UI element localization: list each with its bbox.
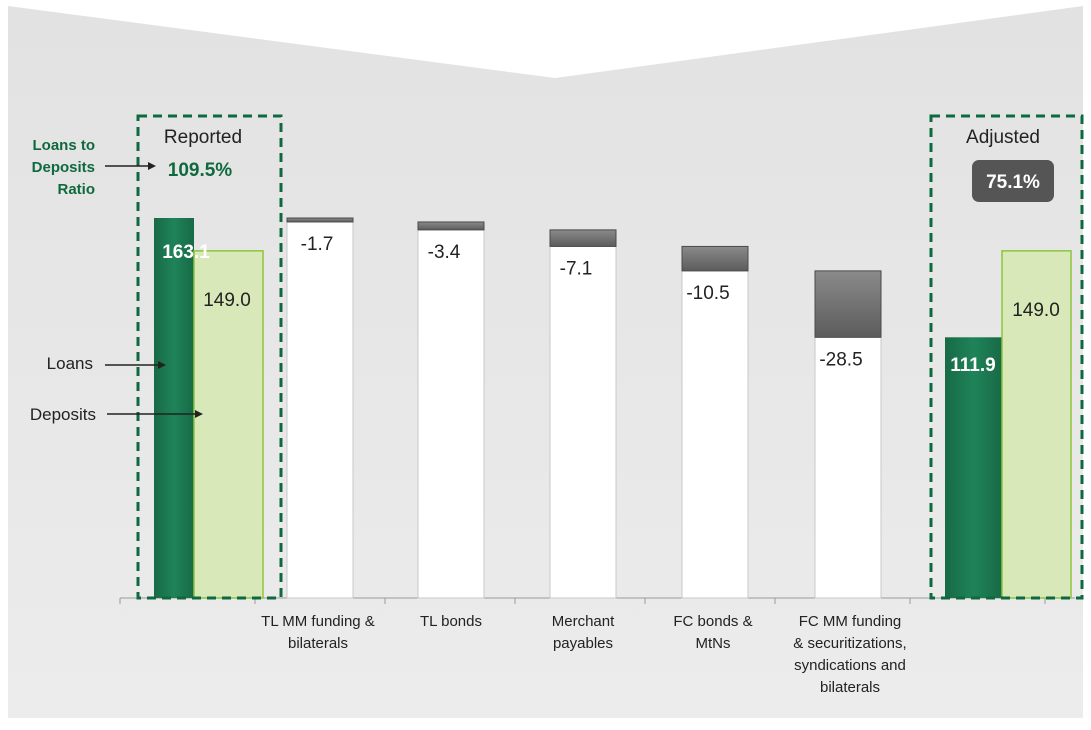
reported-loans-value: 163.1 [162, 242, 210, 263]
adjusted-ratio-badge [972, 160, 1054, 202]
reported-header: Reported [164, 127, 242, 148]
deposits-annotation: Deposits [30, 405, 96, 424]
reported-highlight-box [136, 114, 283, 600]
bar-adjustment-delta [549, 229, 617, 247]
ratio-arrow-head [148, 162, 156, 170]
bar-adjustment-delta [417, 221, 485, 231]
adjustment-value-label: -28.5 [819, 349, 862, 370]
adjustment-value-label: -7.1 [560, 258, 593, 279]
category-label: FC MM funding & securitizations, syndicati… [793, 613, 906, 696]
category-labels: TL MM funding & bilaterals TL bonds Merchan… [261, 613, 907, 696]
category-label: FC bonds & MtNs [673, 613, 752, 652]
adjusted-highlight-box [929, 114, 1084, 600]
category-label: Merchant payables [552, 613, 615, 652]
adjusted-ratio: 75.1% [986, 172, 1040, 193]
adjusted-header: Adjusted [966, 127, 1040, 148]
adjustment-value-label: -10.5 [686, 283, 729, 304]
adjusted-deposits-value: 149.0 [1012, 300, 1060, 321]
deposits-arrow-head [195, 410, 203, 418]
bar-adjustment-base [814, 336, 882, 599]
adjustment-value-label: -3.4 [428, 242, 461, 263]
ratio-annotation: Loans to Deposits Ratio [32, 137, 95, 198]
labels-layer: -1.7 -3.4 -7.1 -10.5 -28.5 Reported 109.5% Adju… [162, 127, 1060, 376]
bar-adjustment-delta [286, 217, 354, 223]
bar-adjusted-loans [945, 337, 1002, 598]
bar-adjustment-base [681, 270, 749, 599]
category-label: TL bonds [420, 613, 482, 630]
bar-adjustment-base [417, 229, 485, 599]
adjusted-loans-value: 111.9 [950, 355, 995, 376]
loans-arrow-head [158, 361, 166, 369]
bar-adjustment-delta [814, 270, 882, 338]
bars-layer [154, 217, 1072, 599]
adjustment-value-label: -1.7 [301, 234, 334, 255]
bar-adjustment-delta [681, 245, 749, 272]
highlight-boxes [136, 114, 1084, 600]
chevron-decoration [8, 0, 1083, 78]
bar-adjustment-base [549, 245, 617, 599]
reported-deposits-value: 149.0 [203, 290, 251, 311]
annotations-layer: Loans to Deposits Ratio Loans Deposits [30, 137, 203, 424]
reported-ratio: 109.5% [168, 160, 233, 181]
bar-adjustment-base [286, 221, 354, 599]
loans-annotation: Loans [47, 354, 93, 373]
bar-reported-loans [154, 218, 194, 598]
category-label: TL MM funding & bilaterals [261, 613, 375, 652]
